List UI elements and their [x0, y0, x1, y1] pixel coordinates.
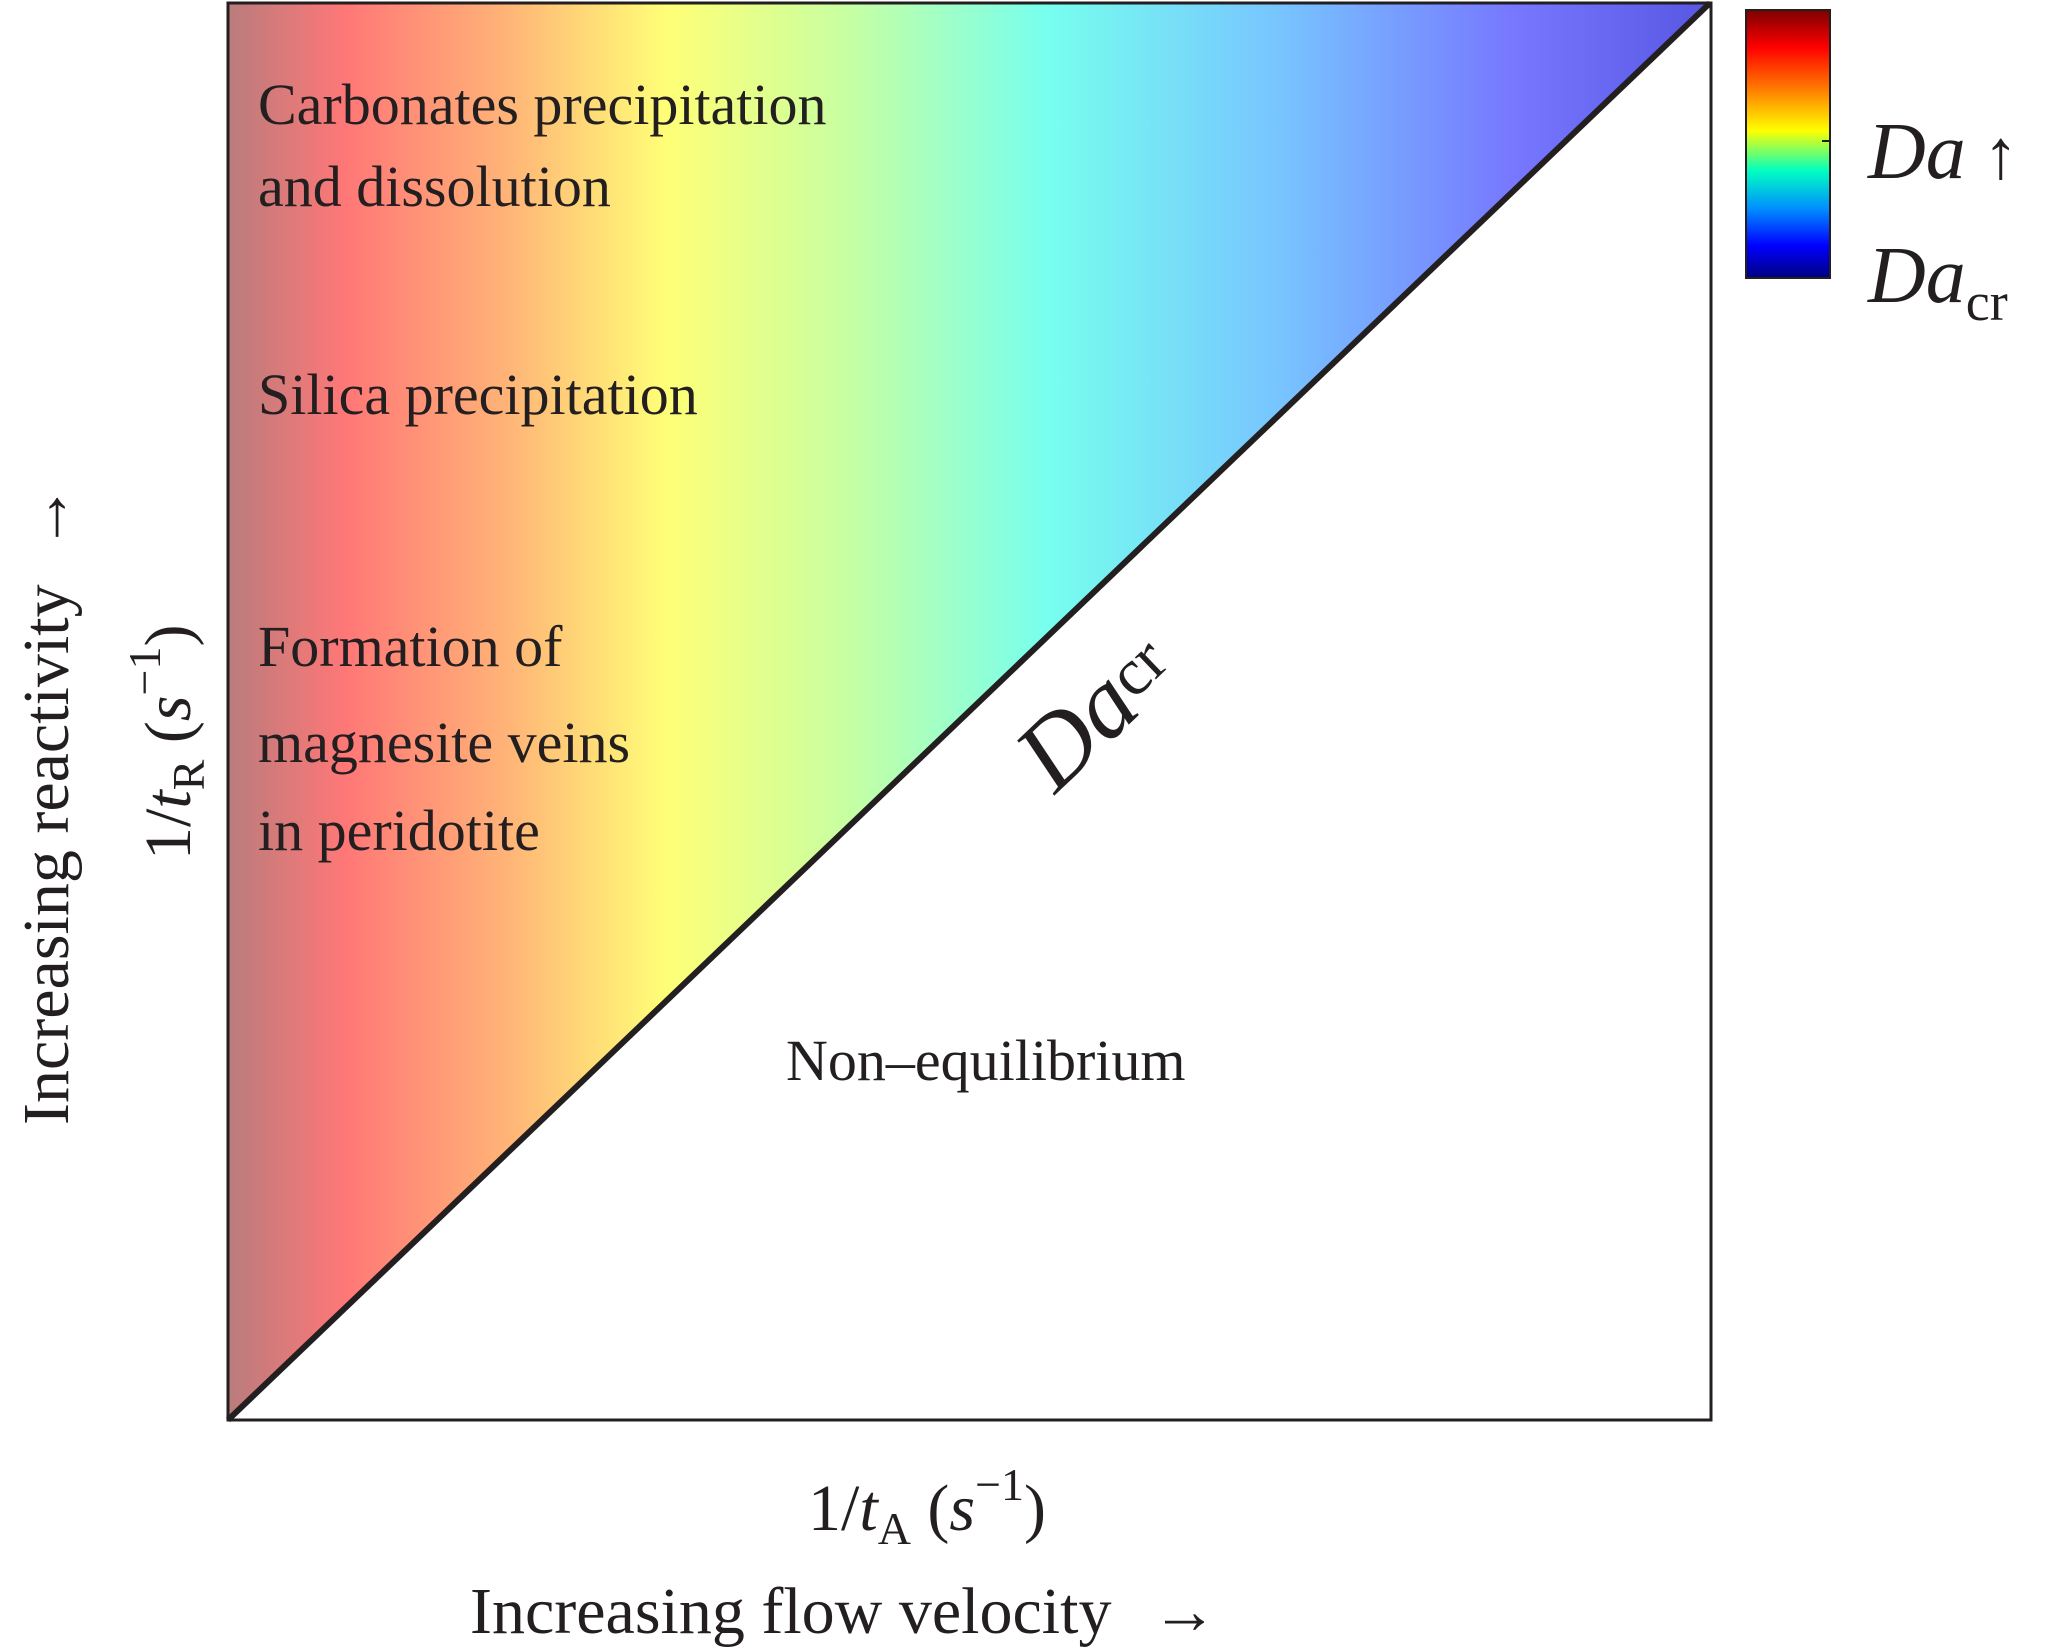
colorbar-top-arrow: ↑ [1966, 117, 2019, 194]
colorbar-bottom-sub: cr [1966, 272, 2008, 332]
x-axis-prefix: 1/ [808, 1472, 860, 1545]
region-silica-line-1: Silica precipitation [258, 362, 698, 427]
region-carbonates-line-1: Carbonates precipitation [258, 72, 827, 137]
y-axis-arrow: → [10, 484, 83, 550]
x-axis-caption-text: Increasing flow velocity [470, 1575, 1111, 1648]
y-axis-var: t [132, 789, 205, 809]
region-magnesite-line-2: magnesite veins [258, 710, 630, 775]
region-magnesite-line-1: Formation of [258, 614, 563, 679]
x-axis-var: t [859, 1472, 879, 1545]
colorbar-top-label: Da ↑ [1867, 108, 2018, 196]
x-axis-unit-open: ( [911, 1472, 949, 1545]
x-axis-unit-exp: −1 [975, 1459, 1024, 1510]
x-axis-arrow: → [1151, 1575, 1217, 1648]
y-axis-quantity: 1/tR (s−1) [119, 625, 214, 860]
x-axis-quantity: 1/tA (s−1) [808, 1459, 1046, 1554]
region-non-equilibrium-label: Non–equilibrium [786, 1028, 1186, 1093]
x-axis-unit-var: s [949, 1472, 975, 1545]
y-axis-unit-exp: −1 [119, 647, 170, 696]
x-axis-caption: Increasing flow velocity → [470, 1575, 1217, 1648]
x-axis-sub: A [878, 1503, 911, 1554]
colorbar-top-var: Da [1867, 108, 1966, 196]
y-axis-unit-close: ) [132, 625, 205, 647]
y-axis-unit-open: ( [132, 721, 205, 759]
region-silica-label: Silica precipitation [258, 362, 698, 427]
colorbar [1745, 9, 1831, 279]
y-axis-unit-var: s [132, 695, 205, 721]
y-axis-caption: Increasing reactivity → [10, 484, 83, 1125]
region-carbonates-line-2: and dissolution [258, 154, 611, 219]
y-axis-caption-text: Increasing reactivity [10, 584, 83, 1125]
colorbar-bottom-var: Da [1867, 232, 1966, 320]
x-axis-unit-close: ) [1024, 1472, 1046, 1545]
region-magnesite-label: Formation of magnesite veins in peridoti… [258, 614, 645, 863]
region-carbonates-label: Carbonates precipitation and dissolution [258, 72, 841, 219]
region-magnesite-line-3: in peridotite [258, 798, 540, 863]
y-axis-sub: R [163, 759, 214, 790]
plot-frame [226, 1, 1713, 1422]
critical-damkohler-line [225, 0, 1713, 1423]
region-non-equilibrium-line-1: Non–equilibrium [786, 1028, 1186, 1093]
y-axis-prefix: 1/ [132, 808, 205, 860]
colorbar-bottom-label: Dacr [1867, 232, 2008, 332]
